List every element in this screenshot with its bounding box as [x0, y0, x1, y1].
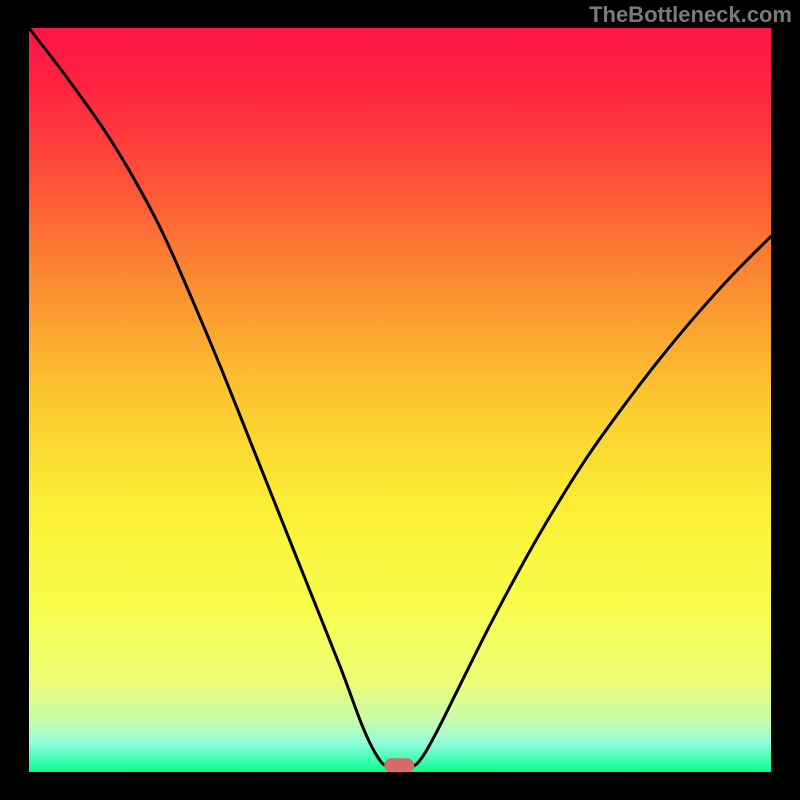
- plot-area: [29, 28, 771, 772]
- optimal-marker: [384, 758, 414, 772]
- bottleneck-chart: [0, 0, 800, 800]
- watermark-text: TheBottleneck.com: [589, 2, 792, 28]
